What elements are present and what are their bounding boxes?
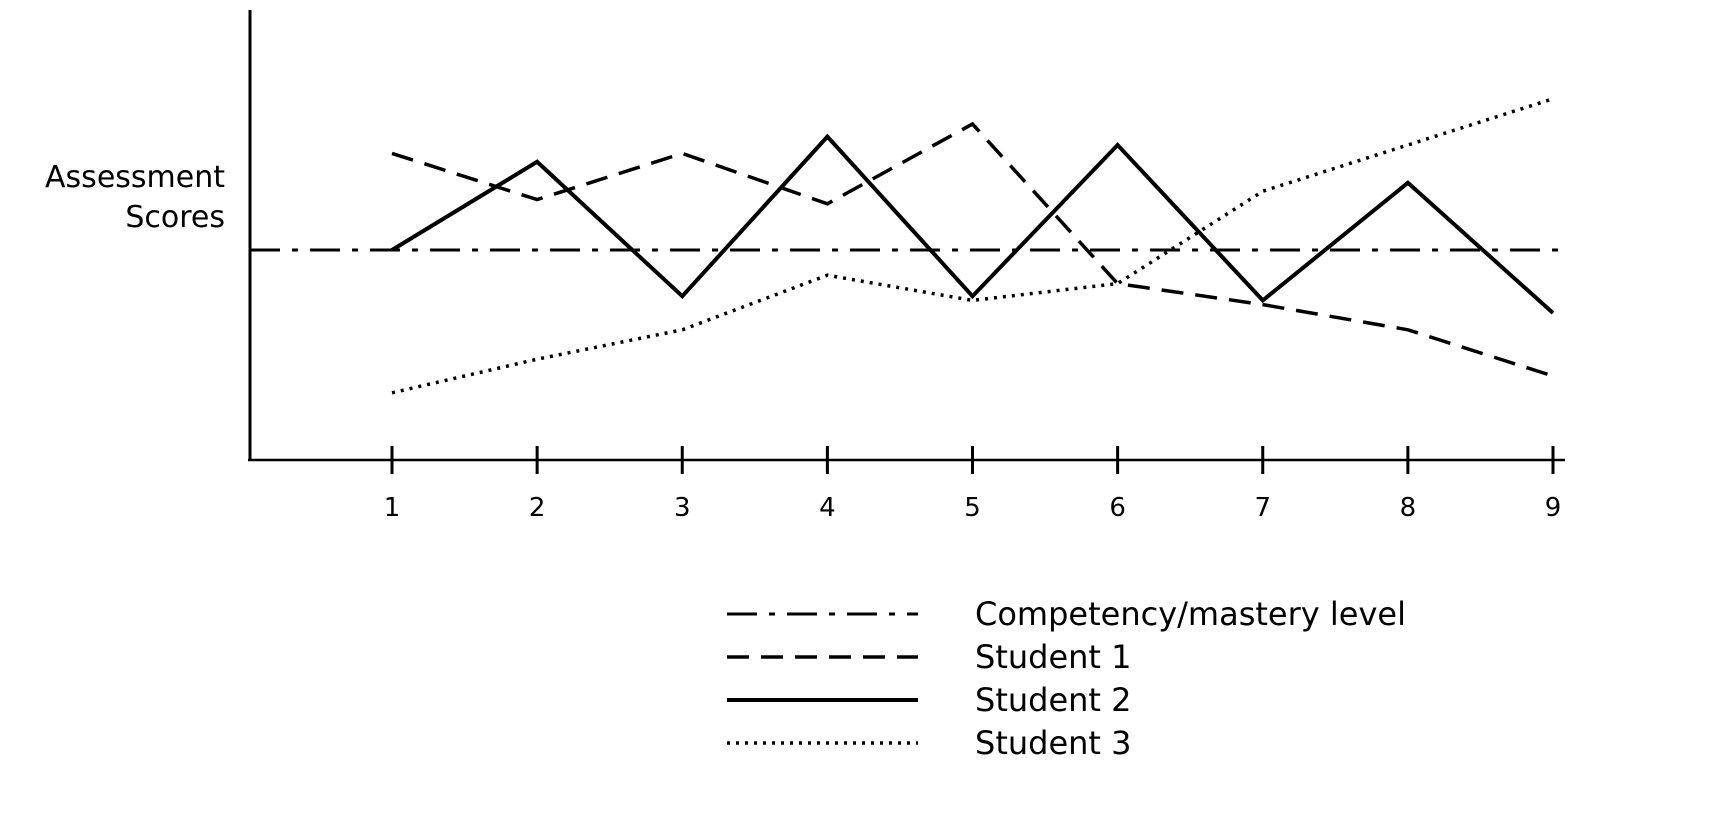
x-tick-label-9: 9 — [1545, 493, 1562, 523]
legend-label-3: Student 2 — [975, 681, 1132, 719]
x-tick-label-6: 6 — [1109, 493, 1126, 523]
series-line-2 — [391, 121, 1554, 378]
legend-label-2: Student 1 — [975, 638, 1132, 676]
x-tick-labels: 1 2 3 4 5 6 7 8 9 — [384, 493, 1562, 523]
legend-label-4: Student 3 — [975, 724, 1132, 762]
x-ticks — [390, 446, 1555, 474]
y-axis-label-line-1: Assessment — [45, 160, 225, 195]
axes — [248, 10, 1565, 462]
x-tick-label-5: 5 — [964, 493, 981, 523]
legend: Competency/mastery level Student 1 Student… — [727, 595, 1406, 762]
x-tick-label-3: 3 — [674, 493, 691, 523]
y-axis-label-line-2: Scores — [125, 200, 225, 235]
x-tick-label-8: 8 — [1400, 493, 1417, 523]
series-line-4 — [391, 97, 1554, 395]
legend-label-1: Competency/mastery level — [975, 595, 1406, 633]
series-line-3 — [390, 133, 1555, 315]
x-tick-label-7: 7 — [1254, 493, 1271, 523]
x-tick-label-1: 1 — [384, 493, 401, 523]
series-lines — [250, 97, 1565, 395]
x-tick-label-4: 4 — [819, 493, 836, 523]
x-tick-label-2: 2 — [529, 493, 546, 523]
